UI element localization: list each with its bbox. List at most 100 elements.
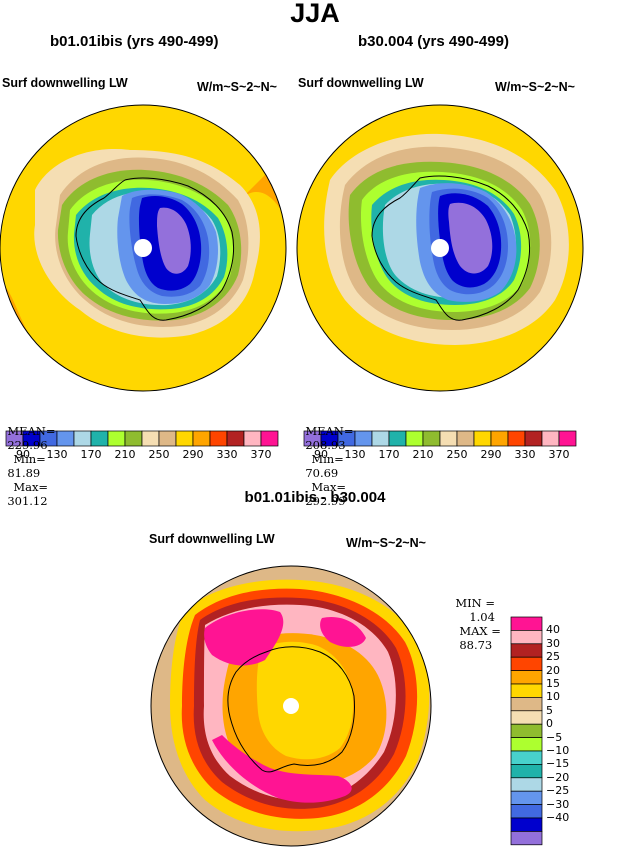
colorbar-swatch [558, 430, 577, 447]
colorbar-tick-label: 290 [480, 448, 502, 461]
colorbar-swatch [510, 683, 543, 698]
panel-2-max-value: 292.99 [305, 494, 346, 508]
diff-max-label: MAX = [459, 624, 501, 638]
figure-title: JJA [290, 0, 340, 28]
panel-2-stats: MEAN= 208.93 Min= 70.69 Max= 292.99 [298, 410, 354, 508]
colorbar-swatch [56, 430, 75, 447]
colorbar-swatch [490, 430, 509, 447]
colorbar-swatch [354, 430, 373, 447]
colorbar-tick-label: −30 [546, 797, 570, 811]
colorbar-swatch [510, 737, 543, 752]
colorbar-swatch [73, 430, 92, 447]
colorbar-swatch [507, 430, 526, 447]
colorbar-swatch [510, 710, 543, 725]
colorbar-swatch [388, 430, 407, 447]
panel-1-min-value: 81.89 [7, 466, 41, 480]
colorbar-tick-label: 130 [344, 448, 366, 461]
diff-min-value: 1.04 [469, 610, 495, 624]
panel-2-units-label: W/m~S~2~N~ [495, 80, 575, 94]
contour-100-purple [157, 207, 191, 274]
colorbar-swatch [510, 656, 543, 671]
panel-2-min-label: Min= [311, 452, 344, 466]
colorbar-swatch [510, 616, 543, 631]
panel-2-case-title: b30.004 (yrs 490-499) [358, 33, 509, 50]
colorbar-panel-1 [5, 430, 279, 447]
colorbar-tick-label: 370 [250, 448, 272, 461]
colorbar-tick-label: 0 [546, 717, 553, 731]
colorbar-swatch [524, 430, 543, 447]
colorbar-swatch [510, 630, 543, 645]
colorbar-tick-label: 370 [548, 448, 570, 461]
colorbar-swatch [510, 790, 543, 805]
colorbar-swatch [510, 777, 543, 792]
colorbar-tick-label: 15 [546, 677, 560, 690]
colorbar-tick-label: 250 [446, 448, 468, 461]
colorbar-tick-label: 210 [114, 448, 136, 461]
panel-2-variable-label: Surf downwelling LW [298, 76, 424, 90]
colorbar-tick-label: 170 [378, 448, 400, 461]
colorbar-tick-label: 330 [216, 448, 238, 461]
colorbar-tick-label: 250 [148, 448, 170, 461]
colorbar-swatch [141, 430, 160, 447]
diff-title: b01.01ibis - b30.004 [244, 489, 386, 506]
pole-marker [283, 698, 299, 714]
colorbar-tick-label: 5 [546, 703, 553, 717]
colorbar-swatch [510, 750, 543, 765]
colorbar-tick-label: 25 [546, 650, 560, 664]
colorbar-swatch [473, 430, 492, 447]
diff-stats: MIN = 1.04 MAX = 88.73 [448, 582, 501, 652]
colorbar-swatch [541, 430, 560, 447]
contour-diff-above-40 [204, 609, 284, 666]
pole-marker [134, 239, 152, 257]
coastline [371, 175, 531, 321]
panel-1-variable-label: Surf downwelling LW [2, 76, 128, 90]
colorbar-panel-2 [303, 430, 577, 447]
colorbar-swatch [124, 430, 143, 447]
colorbar-swatch [107, 430, 126, 447]
colorbar-swatch [209, 430, 228, 447]
contour-diff-above-40 [320, 616, 366, 647]
colorbar-swatch [510, 697, 543, 712]
colorbar-swatch [405, 430, 424, 447]
colorbar-swatch [510, 643, 543, 658]
diff-units-label: W/m~S~2~N~ [346, 536, 426, 550]
panel-1-max-value: 301.12 [7, 494, 48, 508]
colorbar-tick-label: 330 [514, 448, 536, 461]
panel-1-case-title: b01.01ibis (yrs 490-499) [50, 33, 219, 50]
colorbar-tick-label: 210 [412, 448, 434, 461]
map-panel-2 [297, 105, 583, 391]
colorbar-tick-label: −15 [546, 757, 570, 771]
colorbar-tick-label: 90 [314, 448, 328, 461]
colorbar-swatch [260, 430, 279, 447]
colorbar-swatch [510, 670, 543, 685]
colorbar-tick-label: −40 [546, 811, 570, 824]
colorbar-diff [510, 616, 543, 846]
panel-2-mean-label: MEAN= [305, 424, 354, 438]
colorbar-tick-label: −5 [546, 730, 563, 744]
diff-variable-label: Surf downwelling LW [149, 532, 275, 546]
colorbar-tick-label: 90 [16, 448, 30, 461]
colorbar-swatch [439, 430, 458, 447]
diff-min-label: MIN = [455, 596, 495, 610]
panel-1-stats: MEAN= 229.96 Min= 81.89 Max= 301.12 [0, 410, 56, 508]
panel-1-min-label: Min= [13, 452, 46, 466]
colorbar-tick-label: 20 [546, 663, 560, 677]
colorbar-tick-label: 10 [546, 690, 560, 704]
colorbar-swatch [192, 430, 211, 447]
panel-1-mean-label: MEAN= [7, 424, 56, 438]
map-panel-1 [0, 105, 286, 391]
colorbar-swatch [510, 817, 543, 832]
colorbar-swatch [243, 430, 262, 447]
map-panel-diff [151, 566, 431, 846]
colorbar-swatch [456, 430, 475, 447]
diff-max-value: 88.73 [459, 638, 493, 652]
contour-100-purple [448, 202, 493, 274]
colorbar-swatch [510, 804, 543, 819]
colorbar-tick-label: 170 [80, 448, 102, 461]
coastline [227, 646, 355, 773]
colorbar-tick-label: 290 [182, 448, 204, 461]
colorbar-swatch [422, 430, 441, 447]
panel-1-max-label: Max= [13, 480, 49, 494]
colorbar-tick-label: −25 [546, 784, 570, 798]
